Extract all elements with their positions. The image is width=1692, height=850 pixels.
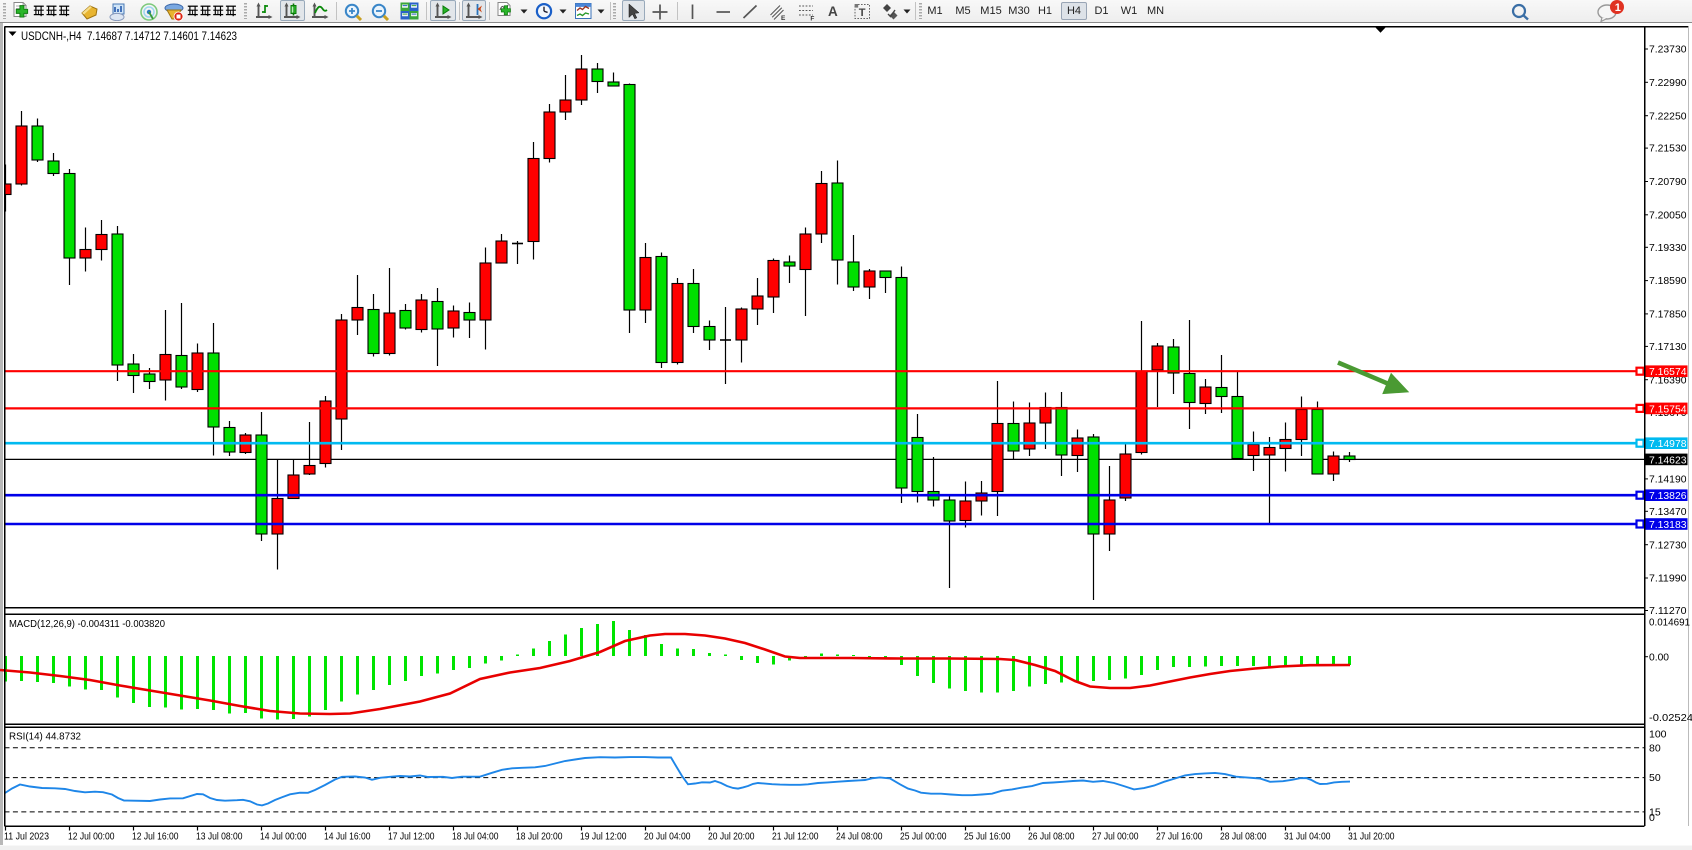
svg-text:MACD(12,26,9) -0.004311 -0.003: MACD(12,26,9) -0.004311 -0.003820 xyxy=(9,618,165,630)
svg-text:7.23730: 7.23730 xyxy=(1649,44,1687,56)
svg-text:0.00: 0.00 xyxy=(1649,651,1669,663)
svg-text:25 Jul 00:00: 25 Jul 00:00 xyxy=(900,831,947,843)
svg-text:0: 0 xyxy=(1649,812,1655,824)
svg-text:RSI(14) 44.8732: RSI(14) 44.8732 xyxy=(9,731,81,743)
svg-text:7.14978: 7.14978 xyxy=(1649,438,1687,450)
svg-text:7.18590: 7.18590 xyxy=(1649,275,1687,287)
svg-text:15: 15 xyxy=(1649,807,1661,819)
svg-text:7.14190: 7.14190 xyxy=(1649,474,1687,486)
svg-text:27 Jul 16:00: 27 Jul 16:00 xyxy=(1156,831,1203,843)
svg-text:50: 50 xyxy=(1649,772,1661,784)
svg-text:25 Jul 16:00: 25 Jul 16:00 xyxy=(964,831,1011,843)
svg-text:18 Jul 04:00: 18 Jul 04:00 xyxy=(452,831,499,843)
svg-text:7.12730: 7.12730 xyxy=(1649,539,1687,551)
svg-text:7.19330: 7.19330 xyxy=(1649,242,1687,254)
svg-text:7.20050: 7.20050 xyxy=(1649,209,1687,221)
svg-text:31 Jul 20:00: 31 Jul 20:00 xyxy=(1348,831,1395,843)
svg-text:7.21530: 7.21530 xyxy=(1649,143,1687,155)
svg-text:7.20790: 7.20790 xyxy=(1649,176,1687,188)
svg-text:11 Jul 2023: 11 Jul 2023 xyxy=(4,831,49,843)
svg-text:7.16390: 7.16390 xyxy=(1649,374,1687,386)
svg-text:USDCNH-,H4 7.14687 7.14712 7.: USDCNH-,H4 7.14687 7.14712 7.14601 7.146… xyxy=(21,31,237,43)
svg-text:0.014691: 0.014691 xyxy=(1649,617,1690,629)
svg-text:18 Jul 20:00: 18 Jul 20:00 xyxy=(516,831,563,843)
svg-text:14 Jul 16:00: 14 Jul 16:00 xyxy=(324,831,371,843)
svg-text:7.13470: 7.13470 xyxy=(1649,506,1687,518)
svg-text:E: E xyxy=(781,15,786,21)
svg-text:26 Jul 08:00: 26 Jul 08:00 xyxy=(1028,831,1075,843)
svg-text:100: 100 xyxy=(1649,728,1667,740)
svg-text:1: 1 xyxy=(1615,2,1621,14)
svg-text:T: T xyxy=(859,7,866,19)
svg-text:7.11990: 7.11990 xyxy=(1649,573,1687,585)
svg-text:7.22250: 7.22250 xyxy=(1649,110,1687,122)
svg-text:7.13183: 7.13183 xyxy=(1649,519,1687,531)
svg-text:28 Jul 08:00: 28 Jul 08:00 xyxy=(1220,831,1267,843)
svg-text:13 Jul 08:00: 13 Jul 08:00 xyxy=(196,831,243,843)
svg-text:14 Jul 00:00: 14 Jul 00:00 xyxy=(260,831,307,843)
svg-text:19 Jul 12:00: 19 Jul 12:00 xyxy=(580,831,627,843)
svg-text:7.13826: 7.13826 xyxy=(1649,490,1687,502)
svg-text:17 Jul 12:00: 17 Jul 12:00 xyxy=(388,831,435,843)
svg-text:7.16574: 7.16574 xyxy=(1649,366,1687,378)
svg-text:20 Jul 04:00: 20 Jul 04:00 xyxy=(644,831,691,843)
svg-text:80: 80 xyxy=(1649,742,1661,754)
svg-text:31 Jul 04:00: 31 Jul 04:00 xyxy=(1284,831,1331,843)
svg-text:20 Jul 20:00: 20 Jul 20:00 xyxy=(708,831,755,843)
svg-text:12 Jul 16:00: 12 Jul 16:00 xyxy=(132,831,179,843)
svg-text:12 Jul 00:00: 12 Jul 00:00 xyxy=(68,831,115,843)
svg-text:27 Jul 00:00: 27 Jul 00:00 xyxy=(1092,831,1139,843)
svg-text:7.11270: 7.11270 xyxy=(1649,605,1687,617)
svg-text:21 Jul 12:00: 21 Jul 12:00 xyxy=(772,831,819,843)
svg-text:24 Jul 08:00: 24 Jul 08:00 xyxy=(836,831,883,843)
svg-text:7.22990: 7.22990 xyxy=(1649,77,1687,89)
svg-text:F: F xyxy=(810,16,814,22)
svg-text:7.17850: 7.17850 xyxy=(1649,309,1687,321)
svg-text:7.17130: 7.17130 xyxy=(1649,341,1687,353)
svg-text:7.15754: 7.15754 xyxy=(1649,403,1687,415)
svg-text:7.14623: 7.14623 xyxy=(1649,454,1687,466)
svg-text:-0.02524: -0.02524 xyxy=(1649,712,1692,724)
